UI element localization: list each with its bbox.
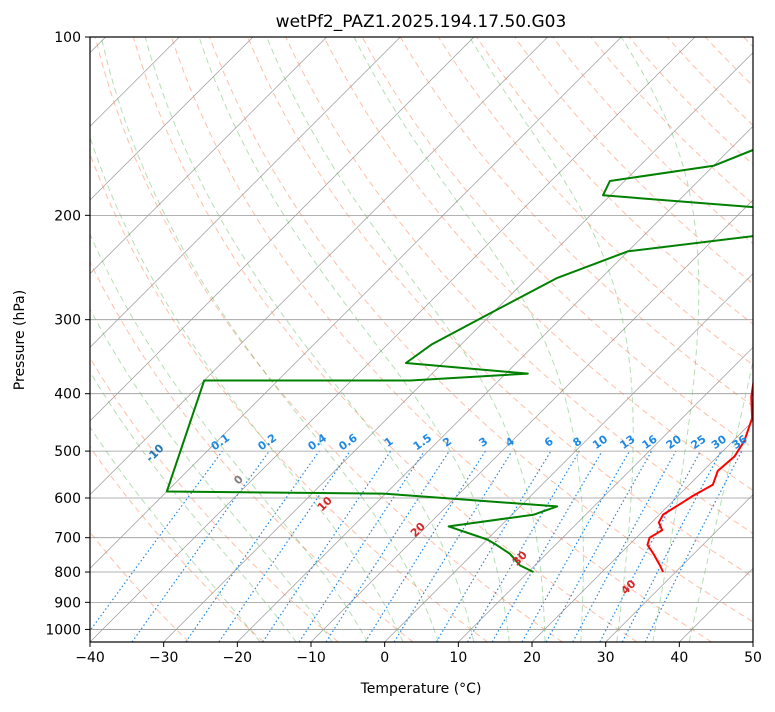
x-tick-label: 50: [744, 650, 762, 666]
y-tick-label: 600: [54, 491, 81, 507]
x-tick-label: 10: [449, 650, 467, 666]
mixing-ratio-label: 1.5: [411, 431, 434, 453]
y-tick-label: 700: [54, 531, 81, 547]
x-tick-label: 20: [523, 650, 541, 666]
dry-adiabat-line: [438, 37, 775, 642]
moist-adiabats: [0, 37, 775, 642]
mixing-ratio-label: 0.1: [209, 431, 232, 453]
x-axis-label: Temperature (°C): [360, 681, 482, 697]
mixing-ratio-lines: [82, 451, 742, 642]
dry-adiabat-line: [591, 37, 775, 642]
y-tick-label: 300: [54, 313, 81, 329]
dry-adiabat-label: 0: [231, 472, 246, 487]
plot-area: 0.10.20.40.611.52346810131620253036-100-…: [0, 22, 775, 642]
isotherm-line: [0, 37, 474, 642]
mixing-ratio-label: 16: [640, 432, 660, 452]
y-tick-label: 800: [54, 565, 81, 581]
dry-adiabat-label: -10: [143, 441, 166, 464]
y-tick-label: 900: [54, 595, 81, 611]
moist-adiabat-line: [101, 37, 438, 642]
isotherm-line: [532, 37, 775, 642]
dry-adiabat-line: [133, 37, 637, 642]
mixing-ratio-line: [546, 451, 651, 642]
y-axis: 100 200 300 400 500 600 700 800 900 1000: [45, 30, 90, 638]
mixing-ratio-label: 1: [382, 435, 396, 450]
isotherm-line: [0, 37, 327, 642]
isotherm-line: [16, 37, 621, 642]
mixing-ratio-label: 3: [477, 435, 491, 450]
mixing-ratio-line: [436, 451, 551, 642]
dry-adiabat-label: -20: [64, 415, 87, 438]
mixing-ratio-line: [82, 451, 223, 642]
x-axis: −40 −30 −20 −10 0 10 20 30 40 50: [75, 642, 762, 666]
dry-adiabat-line: [0, 37, 189, 642]
dry-adiabat-label: -30: [0, 388, 14, 411]
x-tick-label: −10: [296, 650, 326, 666]
moist-adiabat-line: [0, 37, 260, 642]
mixing-ratio-label: 6: [542, 435, 556, 450]
x-tick-label: −30: [149, 650, 179, 666]
mixing-ratio-label: 13: [617, 433, 637, 452]
dry-adiabat-line: [667, 37, 775, 642]
pressure-gridlines: [90, 37, 753, 629]
dry-adiabat-line: [744, 37, 775, 642]
y-tick-label: 1000: [45, 622, 81, 638]
moist-adiabat-line: [5, 37, 332, 642]
dry-adiabat-label: 20: [408, 520, 428, 540]
dry-adiabat-line: [248, 37, 775, 642]
x-tick-label: 40: [670, 650, 688, 666]
dry-adiabat-line: [0, 37, 338, 642]
dry-adiabats: [0, 37, 775, 642]
y-tick-label: 200: [54, 208, 81, 224]
x-tick-label: 30: [597, 650, 615, 666]
temperature-profile-line: [648, 37, 775, 572]
moist-adiabat-line: [33, 37, 368, 642]
dry-adiabat-line: [515, 37, 775, 642]
dry-adiabat-line: [705, 37, 775, 642]
dry-adiabat-label: 30: [510, 548, 530, 568]
dry-adiabat-line: [19, 37, 413, 642]
moist-adiabat-line: [470, 37, 634, 642]
y-tick-label: 100: [54, 30, 81, 46]
mixing-ratio-line: [263, 451, 391, 642]
mixing-ratio-label: 25: [689, 433, 709, 452]
mixing-ratio-line: [600, 451, 701, 642]
isotherm-line: [0, 37, 400, 642]
mixing-ratio-line: [365, 451, 485, 642]
dry-adiabat-line: [553, 37, 775, 642]
x-tick-label: −20: [223, 650, 253, 666]
isotherm-line: [164, 37, 769, 642]
isotherm-line: [753, 37, 775, 642]
moist-adiabat-line: [689, 37, 775, 642]
isotherm-line: [311, 37, 775, 642]
isotherm-line: [385, 37, 775, 642]
mixing-ratio-line: [573, 451, 676, 642]
y-axis-label: Pressure (hPa): [12, 290, 28, 390]
dry-adiabat-line: [57, 37, 488, 642]
y-tick-label: 500: [54, 444, 81, 460]
mixing-ratio-label: 0.6: [336, 431, 360, 453]
isotherm-line: [0, 37, 253, 642]
dry-adiabat-line: [0, 37, 263, 642]
mixing-ratio-label: 20: [664, 432, 684, 452]
mixing-ratio-label: 8: [571, 435, 585, 450]
mixing-ratio-label: 0.2: [256, 431, 279, 453]
isotherm-line: [0, 37, 548, 642]
isotherms: [0, 37, 775, 642]
isotherm-line: [90, 37, 695, 642]
y-tick-label: 400: [54, 387, 81, 403]
x-tick-label: −40: [75, 650, 105, 666]
mixing-ratio-line: [326, 451, 449, 642]
moist-adiabat-line: [64, 37, 403, 642]
chart-title: wetPf2_PAZ1.2025.194.17.50.G03: [276, 12, 567, 32]
dry-adiabat-label: 40: [619, 577, 639, 597]
mixing-ratio-label: 10: [590, 432, 610, 452]
x-tick-label: 0: [380, 650, 389, 666]
mixing-ratio-line: [299, 451, 424, 642]
mixing-ratio-label: 30: [709, 432, 729, 452]
reference-line-labels: 0.10.20.40.611.52346810131620253036-100-…: [0, 22, 750, 597]
isotherm-line: [679, 37, 775, 642]
